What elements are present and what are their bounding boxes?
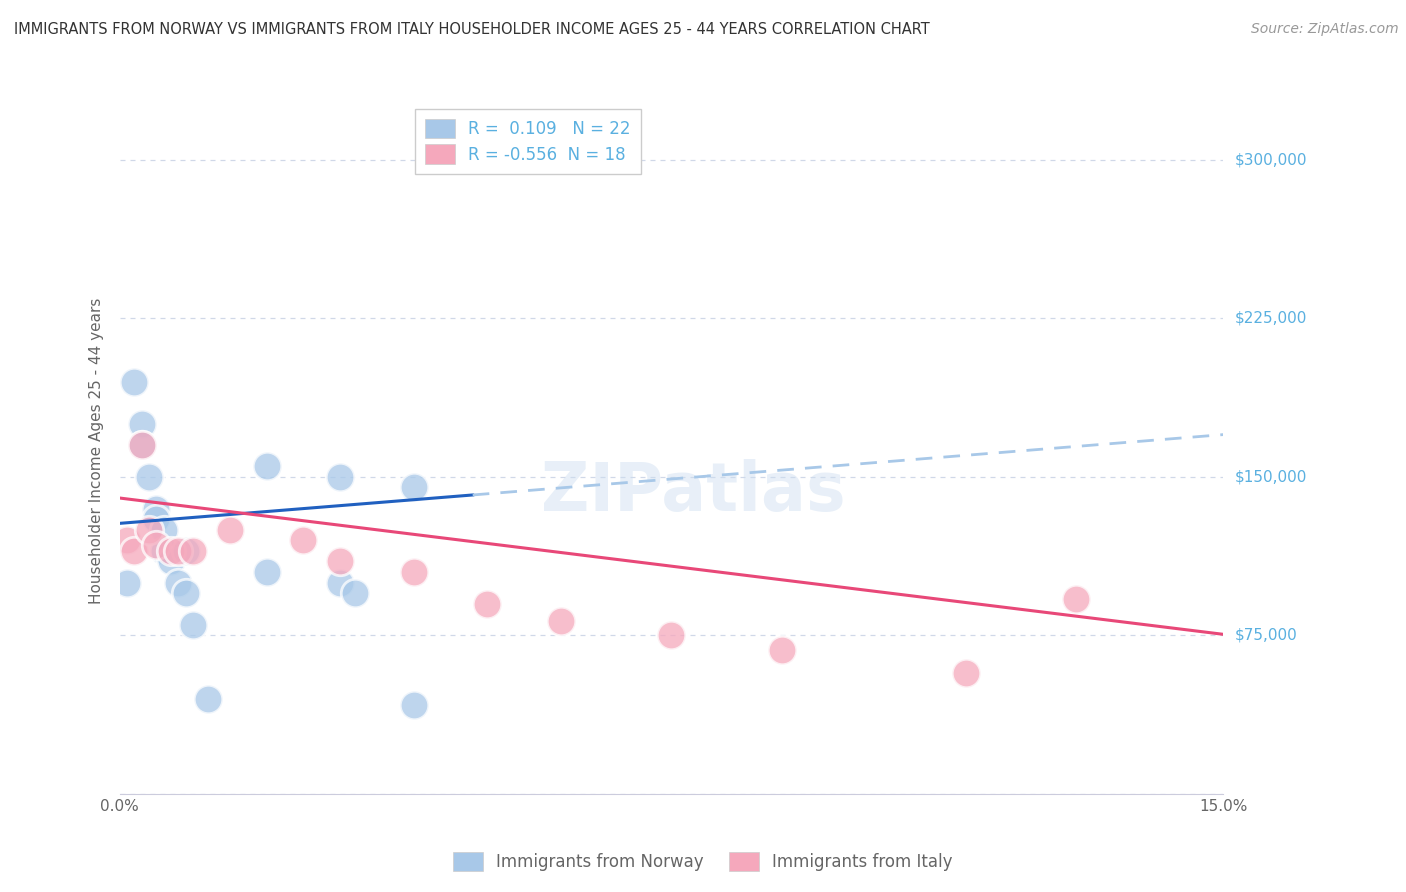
Text: ZIPatlas: ZIPatlas bbox=[541, 458, 846, 524]
Point bbox=[115, 533, 138, 548]
Point bbox=[329, 470, 352, 484]
Y-axis label: Householder Income Ages 25 - 44 years: Householder Income Ages 25 - 44 years bbox=[89, 297, 104, 604]
Point bbox=[955, 666, 977, 681]
Point bbox=[292, 533, 315, 548]
Point bbox=[122, 544, 145, 558]
Point bbox=[329, 554, 352, 568]
Legend: R =  0.109   N = 22, R = -0.556  N = 18: R = 0.109 N = 22, R = -0.556 N = 18 bbox=[415, 109, 641, 174]
Point bbox=[167, 575, 190, 590]
Point bbox=[131, 438, 153, 452]
Point bbox=[160, 544, 183, 558]
Point bbox=[174, 586, 197, 600]
Point bbox=[402, 698, 425, 712]
Point bbox=[770, 643, 793, 657]
Point bbox=[131, 438, 153, 452]
Point bbox=[138, 470, 160, 484]
Text: $225,000: $225,000 bbox=[1234, 311, 1306, 326]
Text: Source: ZipAtlas.com: Source: ZipAtlas.com bbox=[1251, 22, 1399, 37]
Point bbox=[402, 480, 425, 494]
Point bbox=[1064, 592, 1087, 607]
Point bbox=[167, 544, 190, 558]
Point bbox=[343, 586, 366, 600]
Point bbox=[145, 501, 167, 516]
Legend: Immigrants from Norway, Immigrants from Italy: Immigrants from Norway, Immigrants from … bbox=[444, 843, 962, 880]
Point bbox=[550, 614, 572, 628]
Point bbox=[131, 417, 153, 431]
Point bbox=[122, 375, 145, 389]
Point bbox=[197, 691, 219, 706]
Point bbox=[138, 523, 160, 537]
Point bbox=[477, 597, 499, 611]
Point bbox=[256, 565, 278, 579]
Text: $75,000: $75,000 bbox=[1234, 628, 1298, 643]
Point bbox=[661, 628, 683, 642]
Point bbox=[329, 575, 352, 590]
Point bbox=[219, 523, 242, 537]
Text: $300,000: $300,000 bbox=[1234, 153, 1306, 168]
Point bbox=[174, 544, 197, 558]
Text: IMMIGRANTS FROM NORWAY VS IMMIGRANTS FROM ITALY HOUSEHOLDER INCOME AGES 25 - 44 : IMMIGRANTS FROM NORWAY VS IMMIGRANTS FRO… bbox=[14, 22, 929, 37]
Point bbox=[181, 617, 204, 632]
Point bbox=[115, 575, 138, 590]
Point bbox=[160, 554, 183, 568]
Point bbox=[152, 544, 174, 558]
Point bbox=[145, 537, 167, 551]
Point bbox=[145, 512, 167, 526]
Point bbox=[256, 459, 278, 474]
Point bbox=[402, 565, 425, 579]
Point bbox=[152, 523, 174, 537]
Point bbox=[181, 544, 204, 558]
Text: $150,000: $150,000 bbox=[1234, 469, 1306, 484]
